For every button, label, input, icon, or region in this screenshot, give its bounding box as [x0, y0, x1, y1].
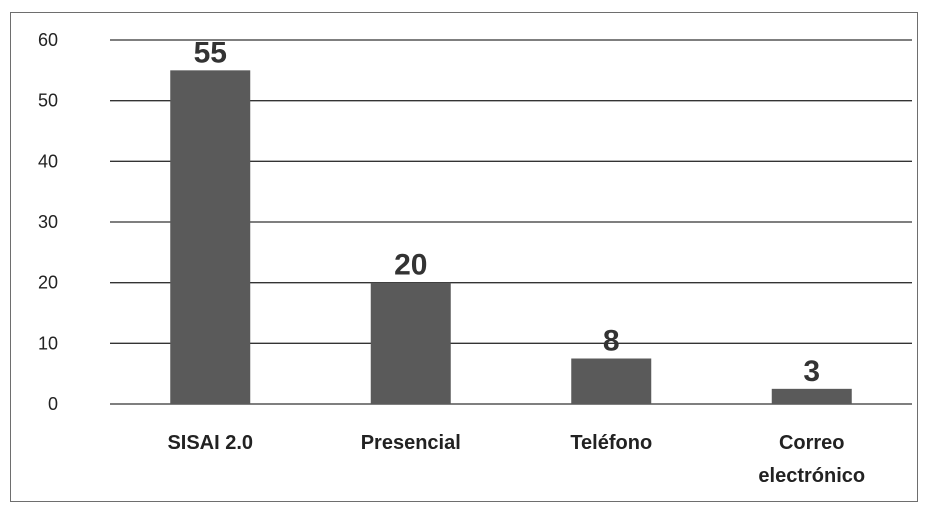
y-tick-label: 60	[38, 30, 58, 50]
category-label: Teléfono	[570, 432, 652, 454]
y-tick-label: 30	[38, 212, 58, 232]
category-label: Presencial	[361, 432, 461, 454]
bars	[170, 70, 852, 404]
x-axis-categories: SISAI 2.0 Presencial Teléfono Correo electró…	[167, 432, 865, 487]
data-label: 55	[194, 36, 227, 69]
y-tick-label: 0	[48, 394, 58, 414]
data-labels: 55 20 8 3	[194, 36, 821, 388]
category-label: Correo electrónico	[758, 432, 865, 487]
data-label: 8	[603, 325, 620, 358]
y-axis-ticks: 0 10 20 30 40 50 60	[38, 30, 58, 414]
bar	[370, 282, 451, 404]
y-tick-label: 10	[38, 333, 58, 353]
data-label: 20	[394, 249, 427, 282]
y-tick-label: 50	[38, 91, 58, 111]
y-tick-label: 40	[38, 151, 58, 171]
bar	[771, 388, 852, 404]
chart-frame	[10, 12, 918, 502]
bar	[571, 358, 652, 404]
bar	[170, 70, 251, 404]
y-tick-label: 20	[38, 273, 58, 293]
category-label: SISAI 2.0	[167, 432, 253, 454]
data-label: 3	[803, 355, 820, 388]
